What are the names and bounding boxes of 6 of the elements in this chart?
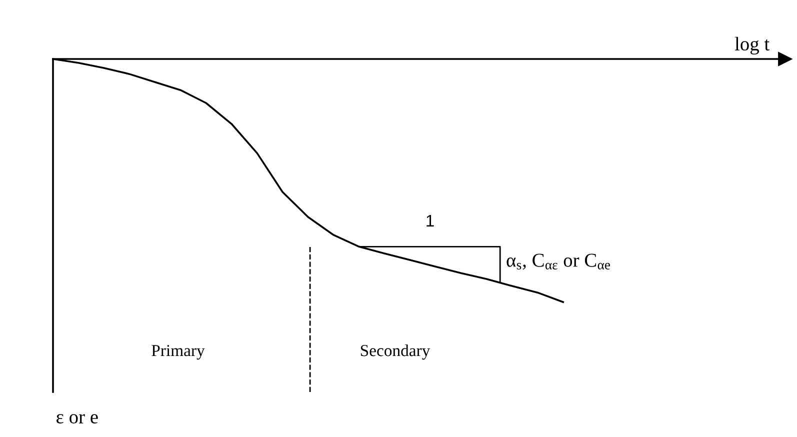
annotation: α$_{s}$, C$_{αε}$ or C$_{αe}$ xyxy=(506,254,610,270)
text: ε or e xyxy=(56,414,98,424)
text: log t xyxy=(734,36,770,55)
text: Primary xyxy=(152,344,205,360)
annotation: 1 xyxy=(426,215,434,226)
text: Secondary xyxy=(360,344,430,360)
